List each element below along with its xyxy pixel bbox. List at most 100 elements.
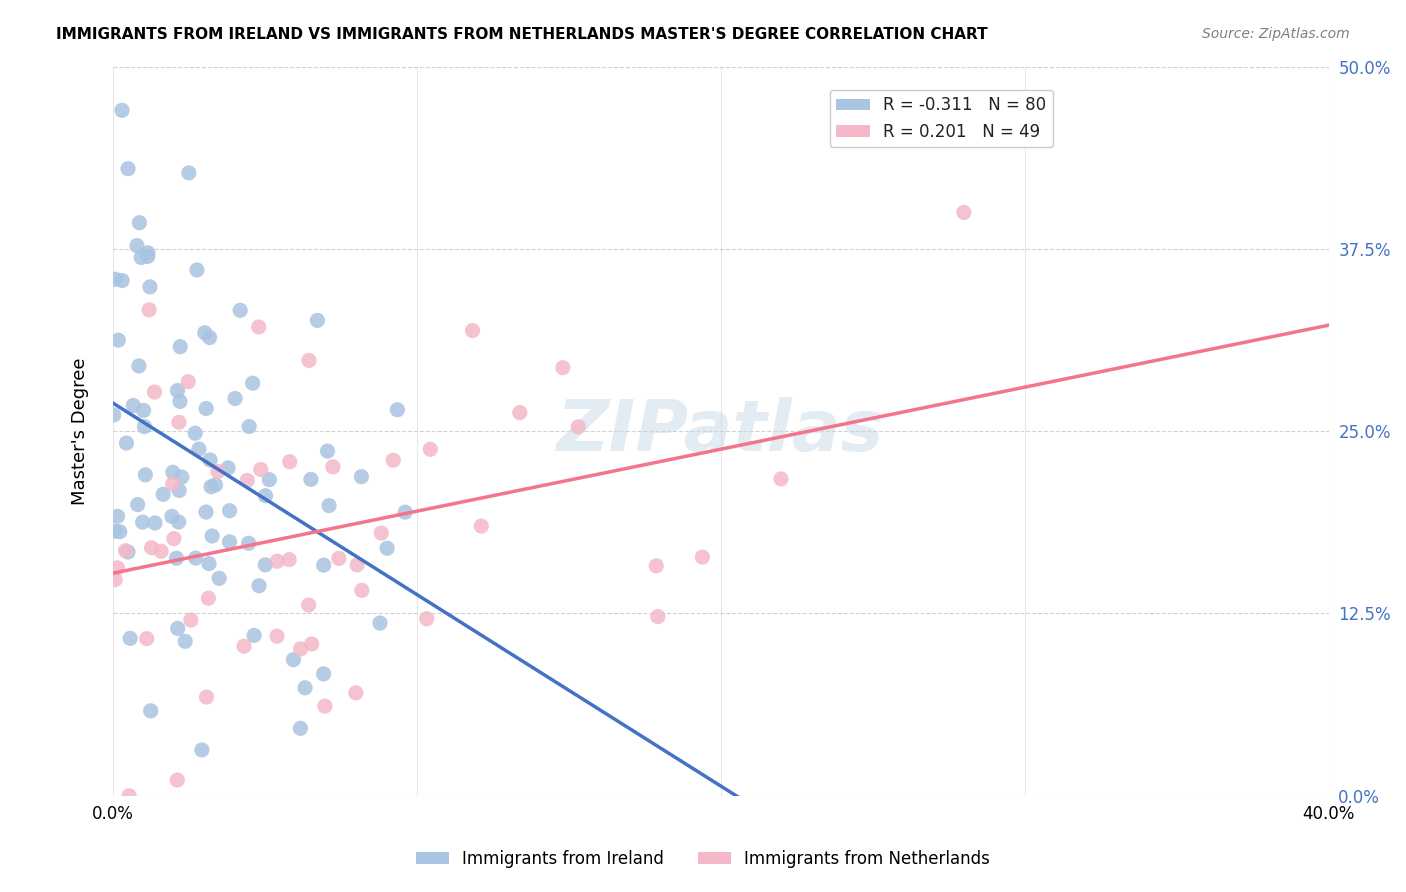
Immigrants from Ireland (152, 487, 174, 501)
Immigrants from Netherlands (247, 320, 270, 334)
Immigrants from Ireland (184, 426, 207, 441)
Immigrants from Netherlands (266, 554, 288, 568)
Immigrants from Ireland (316, 444, 339, 458)
Immigrants from Ireland (254, 489, 277, 503)
Immigrants from Ireland (187, 442, 209, 456)
Immigrants from Ireland (115, 436, 138, 450)
Immigrants from Ireland (318, 499, 340, 513)
Immigrants from Ireland (290, 721, 312, 735)
Immigrants from Netherlands (233, 639, 256, 653)
Immigrants from Ireland (394, 505, 416, 519)
Immigrants from Ireland (139, 280, 162, 294)
Immigrants from Netherlands (953, 205, 976, 219)
Immigrants from Ireland (229, 303, 252, 318)
Immigrants from Ireland (387, 402, 409, 417)
Immigrants from Netherlands (301, 637, 323, 651)
Immigrants from Netherlands (135, 632, 157, 646)
Immigrants from Ireland (166, 384, 188, 398)
Immigrants from Ireland (104, 272, 127, 286)
Immigrants from Ireland (108, 524, 131, 539)
Immigrants from Ireland (204, 478, 226, 492)
Immigrants from Netherlands (177, 375, 200, 389)
Immigrants from Netherlands (114, 543, 136, 558)
Immigrants from Netherlands (769, 472, 792, 486)
Immigrants from Ireland (283, 653, 305, 667)
Immigrants from Ireland (198, 557, 221, 571)
Immigrants from Netherlands (163, 532, 186, 546)
Immigrants from Netherlands (298, 353, 321, 368)
Immigrants from Ireland (242, 376, 264, 391)
Immigrants from Ireland (184, 551, 207, 566)
Immigrants from Ireland (208, 571, 231, 585)
Immigrants from Ireland (167, 483, 190, 498)
Immigrants from Ireland (218, 534, 240, 549)
Immigrants from Netherlands (346, 558, 368, 572)
Immigrants from Ireland (134, 467, 156, 482)
Text: Source: ZipAtlas.com: Source: ZipAtlas.com (1202, 27, 1350, 41)
Immigrants from Netherlands (278, 552, 301, 566)
Immigrants from Ireland (238, 536, 260, 550)
Immigrants from Netherlands (314, 699, 336, 714)
Immigrants from Ireland (117, 545, 139, 559)
Immigrants from Ireland (165, 551, 187, 566)
Immigrants from Ireland (107, 333, 129, 347)
Immigrants from Ireland (294, 681, 316, 695)
Immigrants from Ireland (111, 103, 134, 118)
Immigrants from Ireland (104, 524, 127, 538)
Immigrants from Ireland (259, 473, 281, 487)
Immigrants from Ireland (243, 628, 266, 642)
Immigrants from Ireland (198, 453, 221, 467)
Immigrants from Ireland (218, 504, 240, 518)
Immigrants from Netherlands (162, 477, 184, 491)
Immigrants from Ireland (299, 472, 322, 486)
Immigrants from Ireland (195, 401, 218, 416)
Immigrants from Ireland (198, 330, 221, 344)
Immigrants from Netherlands (419, 442, 441, 457)
Immigrants from Ireland (131, 515, 153, 529)
Immigrants from Netherlands (180, 613, 202, 627)
Immigrants from Netherlands (551, 360, 574, 375)
Immigrants from Ireland (125, 238, 148, 252)
Immigrants from Netherlands (143, 385, 166, 400)
Immigrants from Ireland (368, 615, 391, 630)
Immigrants from Netherlands (509, 406, 531, 420)
Immigrants from Ireland (201, 529, 224, 543)
Y-axis label: Master's Degree: Master's Degree (72, 358, 89, 505)
Immigrants from Netherlands (322, 459, 344, 474)
Text: IMMIGRANTS FROM IRELAND VS IMMIGRANTS FROM NETHERLANDS MASTER'S DEGREE CORRELATI: IMMIGRANTS FROM IRELAND VS IMMIGRANTS FR… (56, 27, 988, 42)
Immigrants from Ireland (122, 399, 145, 413)
Immigrants from Ireland (170, 470, 193, 484)
Immigrants from Netherlands (207, 465, 229, 479)
Immigrants from Ireland (169, 394, 191, 409)
Immigrants from Ireland (169, 340, 191, 354)
Immigrants from Ireland (174, 634, 197, 648)
Immigrants from Netherlands (104, 573, 127, 587)
Immigrants from Ireland (128, 359, 150, 373)
Immigrants from Netherlands (692, 550, 714, 565)
Immigrants from Netherlands (266, 629, 288, 643)
Immigrants from Ireland (375, 541, 398, 556)
Immigrants from Netherlands (249, 462, 271, 476)
Immigrants from Netherlands (138, 302, 160, 317)
Immigrants from Netherlands (344, 686, 367, 700)
Immigrants from Ireland (107, 509, 129, 524)
Immigrants from Netherlands (370, 526, 392, 541)
Immigrants from Netherlands (236, 474, 259, 488)
Text: ZIPatlas: ZIPatlas (557, 397, 884, 466)
Immigrants from Ireland (167, 515, 190, 529)
Immigrants from Netherlands (150, 544, 173, 558)
Immigrants from Ireland (312, 558, 335, 573)
Immigrants from Ireland (247, 579, 270, 593)
Immigrants from Ireland (134, 419, 156, 434)
Immigrants from Ireland (177, 166, 200, 180)
Immigrants from Netherlands (470, 519, 492, 533)
Immigrants from Netherlands (382, 453, 405, 467)
Immigrants from Ireland (238, 419, 260, 434)
Immigrants from Netherlands (461, 324, 484, 338)
Immigrants from Ireland (254, 558, 277, 572)
Immigrants from Ireland (166, 622, 188, 636)
Immigrants from Netherlands (141, 541, 163, 555)
Immigrants from Netherlands (415, 612, 437, 626)
Immigrants from Netherlands (197, 591, 219, 606)
Immigrants from Ireland (307, 313, 329, 327)
